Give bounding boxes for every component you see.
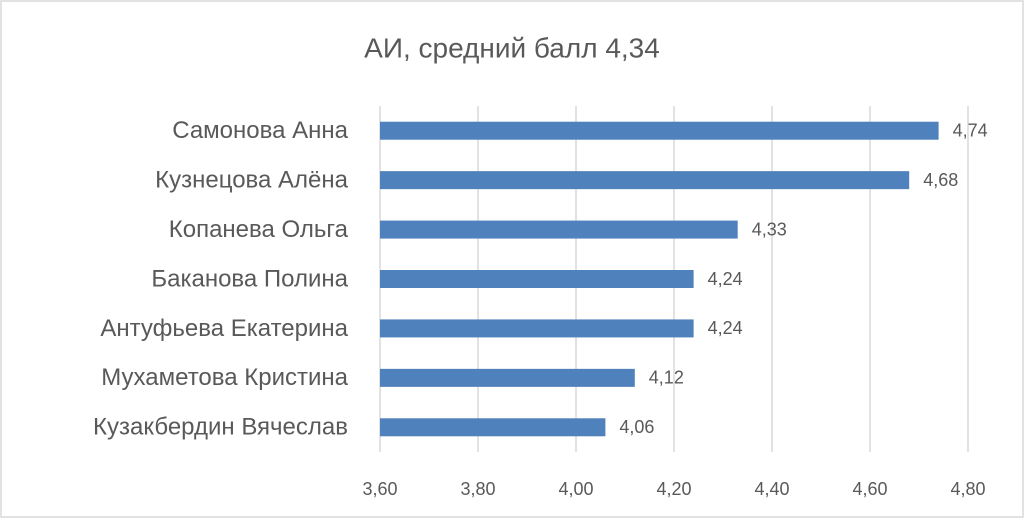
x-tick-label: 4,80 [950, 479, 985, 499]
chart-title: АИ, средний балл 4,34 [364, 32, 660, 63]
value-label: 4,12 [649, 368, 684, 388]
bar [380, 418, 606, 437]
value-label: 4,68 [923, 170, 958, 190]
bar [380, 171, 910, 190]
x-tick-label: 4,40 [754, 479, 789, 499]
y-tick-label: Кузнецова Алёна [155, 166, 349, 193]
x-tick-label: 4,00 [558, 479, 593, 499]
x-tick-label: 4,60 [852, 479, 887, 499]
bar [380, 220, 738, 239]
x-tick-label: 3,80 [460, 479, 495, 499]
value-label: 4,33 [752, 219, 787, 239]
y-tick-label: Баканова Полина [151, 265, 348, 292]
y-tick-label: Мухаметова Кристина [101, 364, 348, 391]
y-tick-label: Кузакбердин Вячеслав [93, 414, 348, 441]
x-tick-label: 3,60 [362, 479, 397, 499]
x-tick-label: 4,20 [656, 479, 691, 499]
y-tick-label: Копанева Ольга [169, 216, 349, 243]
value-label: 4,24 [708, 318, 743, 338]
value-label: 4,74 [953, 120, 988, 140]
y-tick-label: Антуфьева Екатерина [100, 315, 348, 342]
y-tick-label: Самонова Анна [172, 117, 348, 144]
bar [380, 319, 694, 338]
bar [380, 368, 635, 387]
value-label: 4,24 [708, 269, 743, 289]
bar [380, 121, 939, 140]
bar [380, 270, 694, 288]
value-label: 4,06 [619, 417, 654, 437]
